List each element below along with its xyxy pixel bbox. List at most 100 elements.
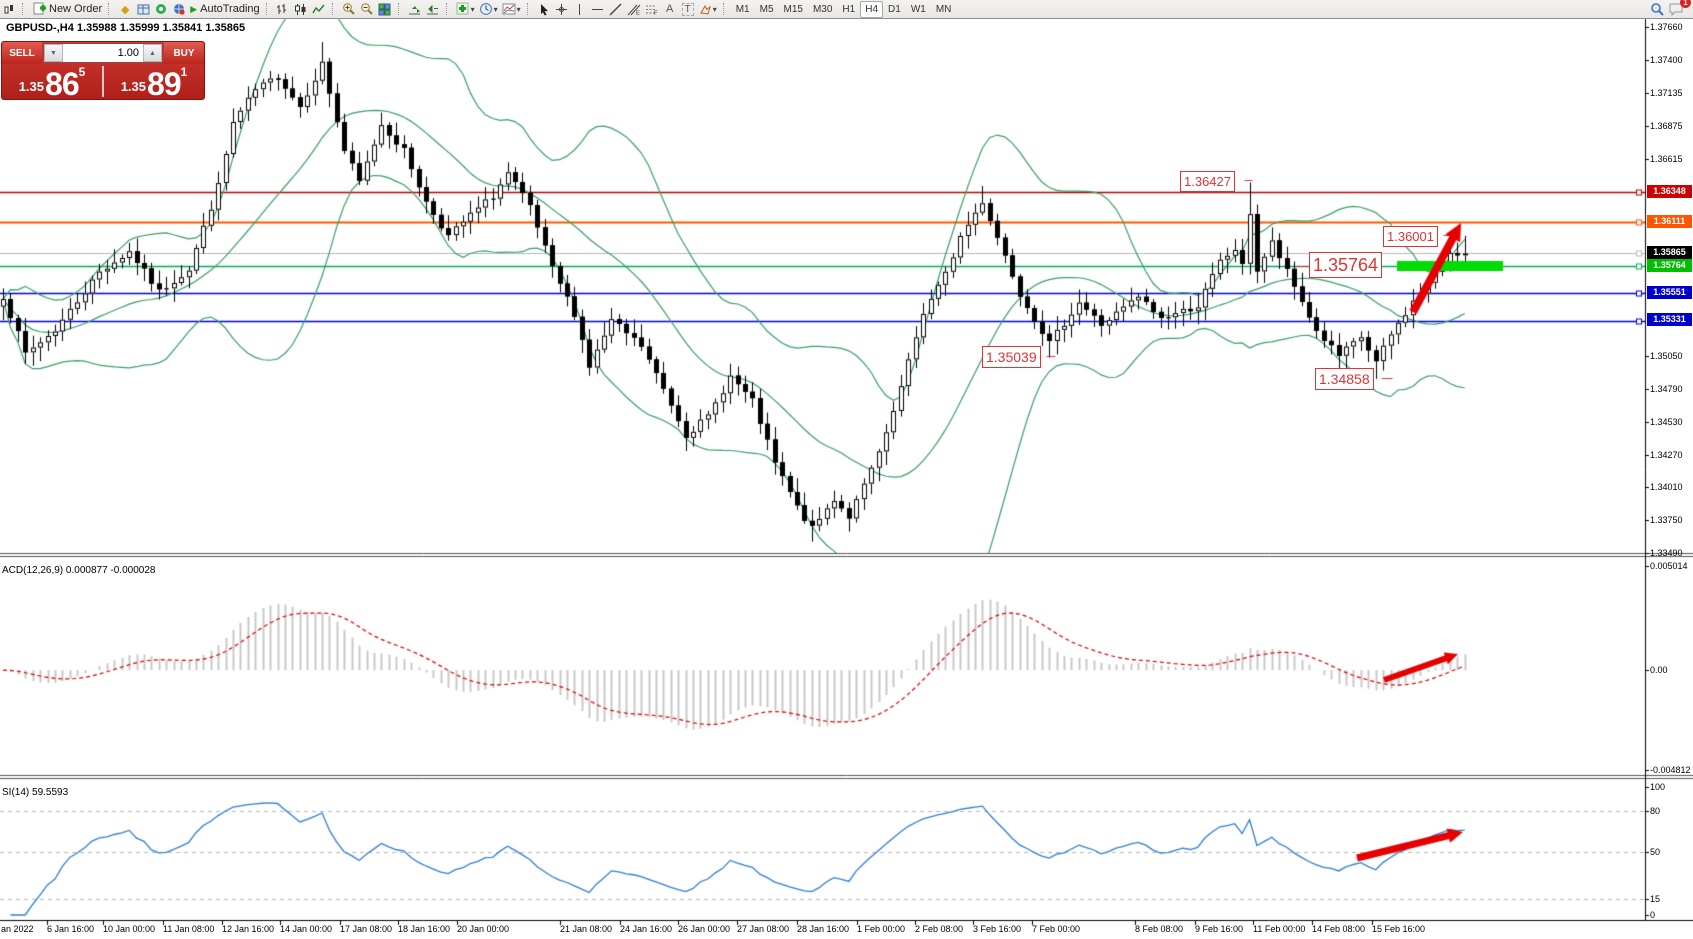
tile-windows-button[interactable] xyxy=(376,1,394,17)
crosshair-icon xyxy=(556,3,568,15)
annotation-price-label[interactable]: 1.36427 xyxy=(1180,171,1235,192)
search-icon xyxy=(1651,2,1664,16)
price-tick-label: 1.33490 xyxy=(1650,548,1683,558)
indicators-button[interactable]: ▾ xyxy=(454,1,477,17)
date-label: 26 Jan 00:00 xyxy=(678,924,731,934)
equidistant-channel-icon: E xyxy=(627,4,641,16)
price-divider xyxy=(102,66,104,97)
indicators-caret-icon[interactable]: ▾ xyxy=(470,4,475,14)
arrows-caret-icon[interactable]: ▾ xyxy=(712,4,717,14)
new-chart-icon xyxy=(4,4,13,13)
channel-tool-button[interactable]: E xyxy=(625,1,643,17)
templates-button[interactable]: ▾ xyxy=(500,1,523,17)
candlestick-chart-button[interactable] xyxy=(292,1,310,17)
new-order-label: New Order xyxy=(49,3,103,15)
price-tick-label: 1.34530 xyxy=(1650,416,1683,427)
date-label: 14 Jan 00:00 xyxy=(280,924,333,934)
periods-caret-icon[interactable]: ▾ xyxy=(493,4,498,14)
annotation-price-label[interactable]: 1.35764 xyxy=(1309,252,1383,278)
cursor-tool-button[interactable] xyxy=(535,1,553,17)
volume-input[interactable] xyxy=(63,44,143,62)
templates-caret-icon[interactable]: ▾ xyxy=(516,4,521,14)
vertical-line-tool-button[interactable] xyxy=(571,1,589,17)
candlestick-chart-icon xyxy=(295,3,306,15)
date-label: 28 Jan 16:00 xyxy=(797,924,850,934)
toolbar-separator xyxy=(22,3,27,15)
arrows-tool-button[interactable]: ▾ xyxy=(697,1,719,17)
auto-scroll-button[interactable] xyxy=(406,1,424,17)
new-chart-button[interactable] xyxy=(0,1,18,17)
fibonacci-tool-button[interactable]: F xyxy=(643,1,661,17)
sell-price[interactable]: 1.35 86 5 xyxy=(2,64,102,100)
toolbar-separator xyxy=(722,3,728,15)
timeframe-m5-button[interactable]: M5 xyxy=(759,3,774,15)
date-label: 3 Feb 16:00 xyxy=(973,924,1022,934)
volume-increase-button[interactable]: ▲ xyxy=(143,44,162,62)
timeframe-h1-button[interactable]: H1 xyxy=(842,3,856,15)
buy-price[interactable]: 1.35 89 1 xyxy=(104,64,204,100)
navigator-button[interactable] xyxy=(152,1,170,17)
one-click-top-row: SELL ▼ ▲ BUY xyxy=(2,42,204,64)
bar-chart-icon xyxy=(277,3,287,14)
timeframe-h4-button[interactable]: H4 xyxy=(860,0,884,18)
terminal-button[interactable] xyxy=(170,1,188,17)
date-label: 14 Feb 08:00 xyxy=(1312,924,1366,934)
date-label: 17 Jan 08:00 xyxy=(340,924,393,934)
autotrading-button[interactable]: ▶ AutoTrading xyxy=(188,1,261,17)
autotrading-icon: ▶ xyxy=(190,3,198,14)
zoom-out-button[interactable] xyxy=(358,1,376,17)
macd-tick-label: 0.005014 xyxy=(1650,561,1688,571)
new-order-button[interactable]: New Order xyxy=(30,1,104,17)
toolbar-separator xyxy=(265,3,271,15)
price-tick-label: 1.34790 xyxy=(1650,384,1683,395)
navigator-icon xyxy=(155,3,166,14)
line-chart-button[interactable] xyxy=(310,1,328,17)
svg-text:F: F xyxy=(654,11,658,16)
notifications-button[interactable]: 1 xyxy=(1667,0,1691,17)
toolbar-separator xyxy=(445,3,451,15)
buy-price-pip: 1 xyxy=(180,65,188,79)
macd-tick-label: -0.004812 xyxy=(1650,765,1691,775)
data-window-button[interactable] xyxy=(134,1,152,17)
date-label: 6 Jan 16:00 xyxy=(47,924,95,934)
price-tick-label: 1.36615 xyxy=(1650,153,1683,164)
buy-button[interactable]: BUY xyxy=(164,42,204,64)
text-label-tool-button[interactable]: T xyxy=(679,1,697,17)
timeframe-w1-button[interactable]: W1 xyxy=(910,3,926,15)
price-tick-label: 1.35050 xyxy=(1650,351,1683,362)
zoom-in-button[interactable] xyxy=(340,1,358,17)
price-tick-label: 1.37400 xyxy=(1650,54,1683,65)
chart-shift-button[interactable] xyxy=(424,1,442,17)
sell-button[interactable]: SELL xyxy=(2,42,42,64)
zoom-in-icon xyxy=(342,3,355,15)
fibonacci-icon: F xyxy=(645,5,658,16)
macd-indicator-label: ACD(12,26,9) 0.000877 -0.000028 xyxy=(2,565,156,576)
timeframe-m1-button[interactable]: M1 xyxy=(735,3,750,15)
market-watch-button[interactable]: ◆ xyxy=(116,1,134,17)
auto-scroll-icon xyxy=(408,5,420,14)
timeframe-m30-button[interactable]: M30 xyxy=(812,3,833,15)
search-button[interactable] xyxy=(1648,1,1667,17)
horizontal-line-tool-button[interactable] xyxy=(589,1,607,17)
timeframe-mn-button[interactable]: MN xyxy=(935,3,952,15)
price-tick-label: 1.36875 xyxy=(1650,121,1683,132)
annotation-price-label[interactable]: 1.36001 xyxy=(1383,226,1438,247)
toolbar-separator xyxy=(526,3,532,15)
periods-button[interactable]: ▾ xyxy=(477,1,500,17)
bar-chart-button[interactable] xyxy=(274,1,292,17)
notification-badge: 1 xyxy=(1680,0,1691,8)
volume-decrease-button[interactable]: ▼ xyxy=(44,44,63,62)
text-tool-button[interactable]: A xyxy=(661,1,679,17)
rsi-tick-label: 80 xyxy=(1650,806,1661,816)
timeframe-m15-button[interactable]: M15 xyxy=(783,3,803,15)
annotation-price-label[interactable]: 1.35039 xyxy=(982,346,1041,368)
date-label: 7 Feb 00:00 xyxy=(1032,924,1081,934)
timeframe-d1-button[interactable]: D1 xyxy=(888,3,901,15)
one-click-price-row: 1.35 86 5 1.35 89 1 xyxy=(2,64,204,100)
annotation-price-label[interactable]: 1.34858 xyxy=(1315,368,1374,390)
trendline-tool-button[interactable] xyxy=(607,1,625,17)
zoom-out-icon xyxy=(360,3,373,15)
crosshair-tool-button[interactable] xyxy=(553,1,571,17)
